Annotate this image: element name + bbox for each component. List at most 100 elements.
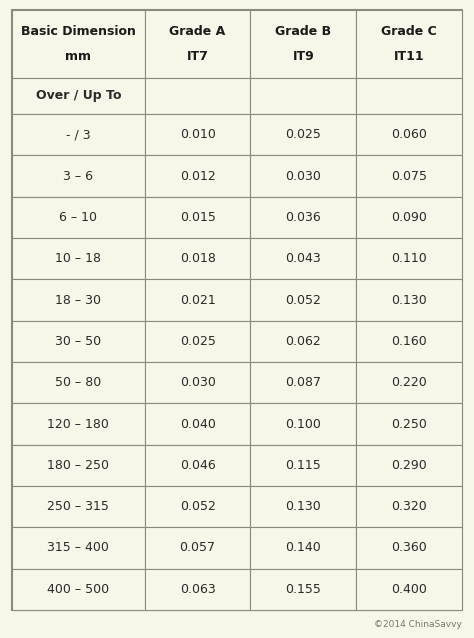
Text: 0.012: 0.012 [180, 170, 216, 182]
Text: 0.250: 0.250 [391, 417, 427, 431]
Bar [356, 403, 462, 445]
Text: mm: mm [65, 50, 91, 63]
Text: Grade C: Grade C [381, 26, 437, 38]
Bar [356, 568, 462, 610]
Bar [145, 486, 250, 528]
Text: 0.010: 0.010 [180, 128, 216, 141]
Text: 18 – 30: 18 – 30 [55, 293, 101, 306]
Bar [145, 238, 250, 279]
Text: 0.220: 0.220 [391, 376, 427, 389]
Bar [145, 279, 250, 321]
Text: 0.100: 0.100 [285, 417, 321, 431]
Text: 0.030: 0.030 [180, 376, 216, 389]
Bar [356, 279, 462, 321]
Text: IT11: IT11 [394, 50, 424, 63]
Text: 0.087: 0.087 [285, 376, 321, 389]
Text: 0.060: 0.060 [391, 128, 427, 141]
Bar [145, 197, 250, 238]
Bar [250, 528, 356, 568]
Text: 0.130: 0.130 [285, 500, 321, 513]
Bar [356, 155, 462, 197]
Text: 0.140: 0.140 [285, 542, 321, 554]
Text: 0.025: 0.025 [180, 335, 216, 348]
Bar [356, 197, 462, 238]
Text: 0.110: 0.110 [391, 252, 427, 265]
Text: 0.052: 0.052 [285, 293, 321, 306]
Text: 0.130: 0.130 [391, 293, 427, 306]
Text: 180 – 250: 180 – 250 [47, 459, 109, 472]
Bar [145, 445, 250, 486]
Text: 0.160: 0.160 [391, 335, 427, 348]
Bar [145, 568, 250, 610]
Text: 0.030: 0.030 [285, 170, 321, 182]
Text: 3 – 6: 3 – 6 [64, 170, 93, 182]
Text: 0.043: 0.043 [285, 252, 321, 265]
Bar [145, 321, 250, 362]
Bar [250, 155, 356, 197]
Text: 0.052: 0.052 [180, 500, 216, 513]
Text: 0.115: 0.115 [285, 459, 321, 472]
Bar [250, 362, 356, 403]
Bar [250, 78, 356, 114]
Bar [12, 403, 145, 445]
Text: 6 – 10: 6 – 10 [59, 211, 97, 224]
Bar [356, 528, 462, 568]
Bar [12, 568, 145, 610]
Text: 0.063: 0.063 [180, 583, 216, 596]
Text: 0.046: 0.046 [180, 459, 216, 472]
Bar [12, 197, 145, 238]
Bar [12, 155, 145, 197]
Text: 0.018: 0.018 [180, 252, 216, 265]
Bar [12, 279, 145, 321]
Text: 50 – 80: 50 – 80 [55, 376, 101, 389]
Text: 0.320: 0.320 [391, 500, 427, 513]
Bar [12, 78, 145, 114]
Text: Grade A: Grade A [170, 26, 226, 38]
Bar [145, 114, 250, 155]
Bar [12, 445, 145, 486]
Bar [145, 78, 250, 114]
Text: 10 – 18: 10 – 18 [55, 252, 101, 265]
Bar [145, 528, 250, 568]
Text: Grade B: Grade B [275, 26, 331, 38]
Text: 0.057: 0.057 [180, 542, 216, 554]
Bar [12, 362, 145, 403]
Text: 0.062: 0.062 [285, 335, 321, 348]
Text: 400 – 500: 400 – 500 [47, 583, 109, 596]
Bar [356, 321, 462, 362]
Text: Over / Up To: Over / Up To [36, 89, 121, 103]
Bar [250, 279, 356, 321]
Bar [356, 362, 462, 403]
Bar [356, 114, 462, 155]
Text: 0.400: 0.400 [391, 583, 427, 596]
Bar [356, 238, 462, 279]
Bar [250, 445, 356, 486]
Bar [250, 197, 356, 238]
Text: ©2014 ChinaSavvy: ©2014 ChinaSavvy [374, 620, 462, 629]
Bar [356, 486, 462, 528]
Bar [12, 321, 145, 362]
Text: Basic Dimension: Basic Dimension [21, 26, 136, 38]
Text: 0.360: 0.360 [391, 542, 427, 554]
Bar [250, 568, 356, 610]
Bar [250, 403, 356, 445]
Bar [250, 321, 356, 362]
Text: 0.155: 0.155 [285, 583, 321, 596]
Bar [250, 10, 356, 78]
Bar [356, 445, 462, 486]
Bar [250, 486, 356, 528]
Text: 120 – 180: 120 – 180 [47, 417, 109, 431]
Bar [145, 155, 250, 197]
Text: 30 – 50: 30 – 50 [55, 335, 101, 348]
Text: 0.290: 0.290 [391, 459, 427, 472]
Bar [145, 10, 250, 78]
Text: 0.075: 0.075 [391, 170, 427, 182]
Text: 250 – 315: 250 – 315 [47, 500, 109, 513]
Text: IT9: IT9 [292, 50, 314, 63]
Bar [250, 114, 356, 155]
Bar [12, 486, 145, 528]
Text: 0.090: 0.090 [391, 211, 427, 224]
Bar [12, 10, 145, 78]
Bar [356, 10, 462, 78]
Text: IT7: IT7 [187, 50, 209, 63]
